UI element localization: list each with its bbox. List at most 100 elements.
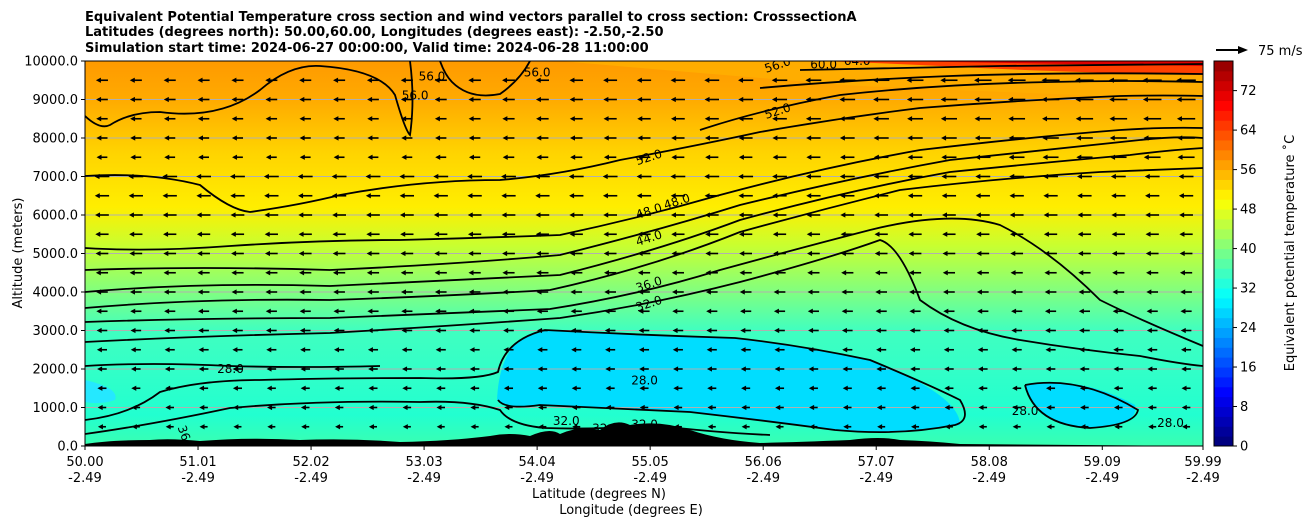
wind-vector: [1012, 424, 1021, 430]
wind-vector: [231, 250, 244, 257]
wind-vector: [129, 250, 143, 257]
wind-vector: [639, 404, 649, 411]
wind-vector: [265, 96, 278, 103]
wind-vector: [772, 231, 787, 237]
wind-vector: [503, 347, 514, 353]
wind-vector: [1145, 231, 1159, 237]
wind-vector: [908, 250, 922, 257]
wind-vector: [129, 96, 142, 103]
wind-vector: [1044, 308, 1057, 314]
contour-line: [759, 72, 1203, 89]
wind-vector: [1008, 135, 1025, 141]
wind-vector: [603, 250, 617, 257]
wind-vector: [231, 289, 244, 295]
wind-vector: [502, 154, 515, 160]
wind-vector: [1177, 154, 1195, 160]
wind-vector: [263, 173, 279, 180]
wind-vector: [162, 212, 177, 218]
wind-vector: [367, 327, 379, 334]
x-axis-label-latitude: Latitude (degrees N): [532, 487, 666, 502]
contour-line: [85, 136, 1203, 271]
wind-vector: [604, 270, 617, 276]
wind-vector: [1045, 366, 1056, 372]
wind-vector: [1045, 327, 1056, 334]
wind-vector: [401, 308, 413, 314]
wind-vector: [909, 327, 921, 334]
wind-vector: [96, 135, 108, 141]
wind-vector: [1145, 250, 1159, 257]
wind-vector: [943, 289, 955, 295]
wind-vector: [436, 404, 446, 411]
wind-vector: [603, 135, 617, 141]
contour-line: [85, 167, 1203, 309]
wind-vector: [1113, 385, 1123, 391]
colorbar-segment: [1214, 130, 1233, 141]
colorbar-segment: [1214, 139, 1233, 151]
wind-vector: [470, 424, 479, 430]
wind-vector: [840, 250, 854, 257]
wind-vector: [808, 327, 819, 334]
wind-vector: [538, 424, 547, 430]
wind-vector: [434, 270, 447, 276]
wind-vector: [1181, 385, 1191, 391]
colorbar-label: Equivalent potential temperature ˚C: [1282, 135, 1298, 371]
wind-vector: [1111, 231, 1125, 237]
wind-vector: [400, 77, 413, 83]
wind-vector: [773, 270, 786, 276]
wind-vector: [504, 424, 513, 430]
wind-vector: [1147, 404, 1157, 411]
cold-region-left: [85, 380, 116, 404]
wind-vector: [738, 77, 754, 83]
wind-vector: [1179, 231, 1193, 237]
wind-vector: [1010, 250, 1024, 257]
wind-vector: [197, 77, 210, 83]
wind-vector: [1042, 116, 1060, 122]
wind-vector: [774, 347, 785, 353]
wind-vector: [266, 385, 276, 391]
wind-vector: [772, 212, 787, 218]
wind-vector: [368, 385, 378, 391]
wind-vector: [805, 173, 821, 180]
wind-vector: [162, 173, 178, 180]
wind-vector: [944, 404, 954, 411]
colorbar-segment: [1214, 406, 1233, 417]
wind-vector: [468, 250, 481, 257]
wind-vector: [602, 173, 618, 180]
wind-vector: [163, 270, 176, 276]
wind-vector: [740, 366, 751, 372]
wind-vector: [331, 173, 347, 180]
wind-vector: [163, 289, 176, 295]
wind-vector: [806, 212, 821, 218]
contour-line: [85, 217, 1203, 347]
wind-vector: [266, 347, 277, 353]
wind-vector: [569, 116, 583, 122]
wind-vector: [130, 116, 142, 122]
wind-vector: [332, 231, 346, 237]
wind-vector: [300, 385, 310, 391]
wind-vector: [1044, 250, 1057, 257]
wind-vector: [199, 404, 208, 411]
x-tick-label-latitude: 54.04: [519, 455, 556, 470]
wind-vector: [401, 116, 413, 122]
wind-vector: [399, 212, 414, 218]
wind-vector: [1146, 327, 1158, 334]
wind-vector: [637, 96, 651, 103]
wind-vector: [636, 173, 652, 180]
wind-vector: [1179, 270, 1193, 276]
wind-vector: [95, 77, 108, 83]
wind-vector: [978, 424, 987, 430]
wind-vector: [128, 173, 144, 180]
wind-vector: [841, 308, 853, 314]
wind-vector: [335, 424, 344, 430]
wind-vector: [130, 347, 141, 353]
wind-vector: [572, 424, 581, 430]
x-tick-label-latitude: 59.99: [1184, 455, 1221, 470]
wind-vector: [502, 96, 515, 103]
wind-vector: [908, 231, 922, 237]
wind-vector: [740, 308, 752, 314]
wind-vector: [1142, 77, 1162, 83]
colorbar-tick-label: 64: [1240, 124, 1257, 139]
wind-vector: [1011, 347, 1022, 353]
wind-vector: [433, 173, 449, 180]
